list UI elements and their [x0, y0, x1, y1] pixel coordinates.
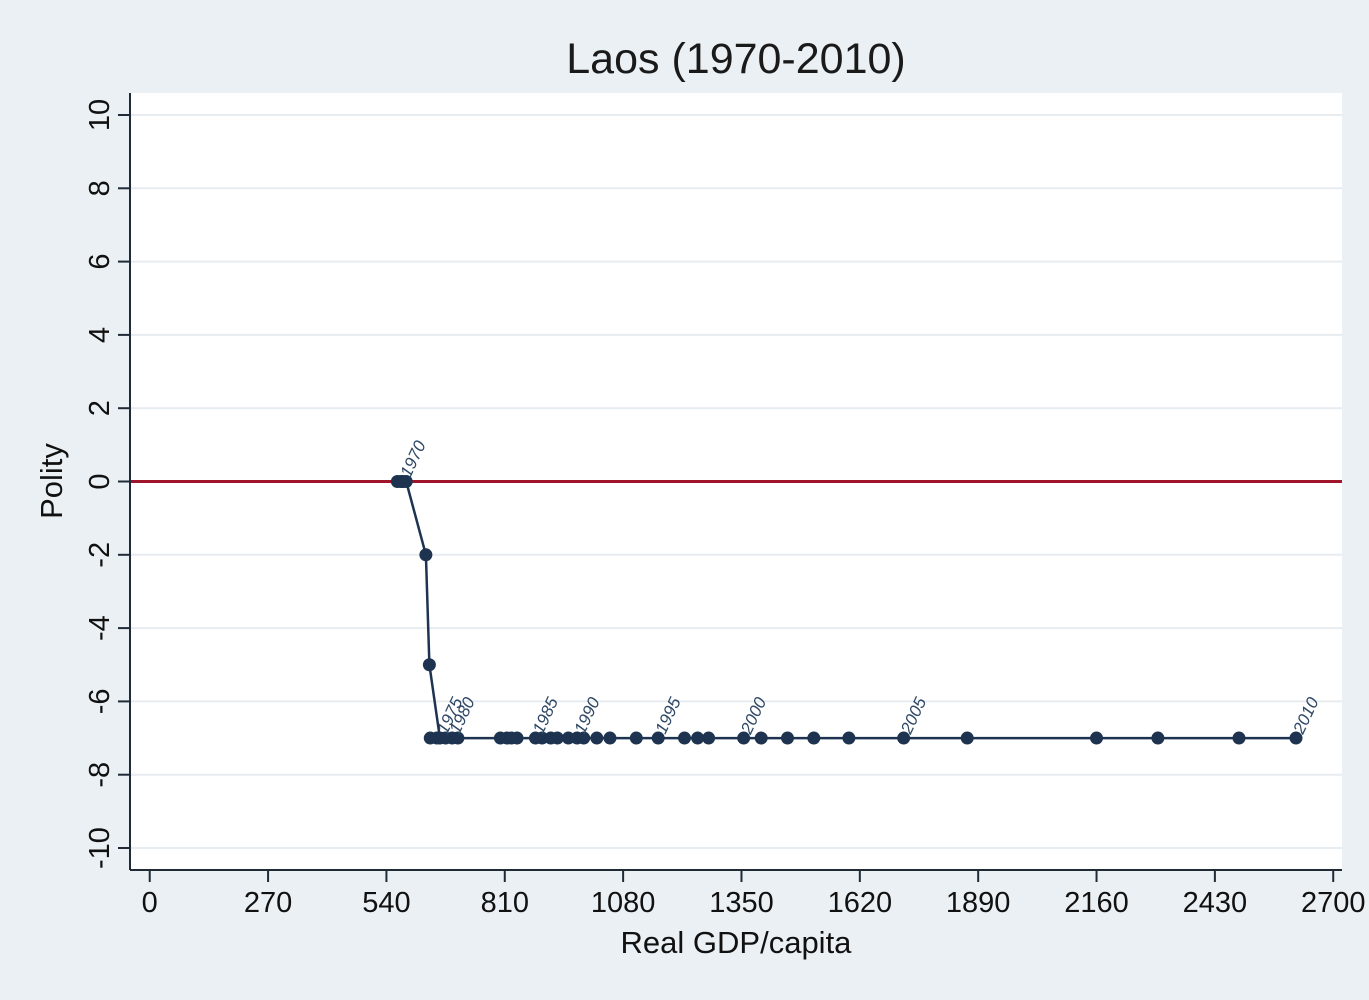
x-tick-label: 270 [244, 887, 292, 919]
data-point [451, 731, 465, 745]
data-point [1151, 731, 1165, 745]
data-point [754, 731, 768, 745]
x-tick-label: 0 [142, 887, 158, 919]
data-point [807, 731, 821, 745]
x-tick-label: 2160 [1064, 887, 1129, 919]
y-tick-label: 10 [84, 99, 116, 131]
x-tick-label: 2700 [1301, 887, 1366, 919]
data-point [1090, 731, 1104, 745]
data-point [702, 731, 716, 745]
y-tick-label: 6 [84, 254, 116, 270]
data-point [577, 731, 591, 745]
y-tick-label: 2 [84, 400, 116, 416]
data-point [677, 731, 691, 745]
data-point [590, 731, 604, 745]
y-tick-label: -4 [84, 615, 116, 641]
x-tick-label: 810 [481, 887, 529, 919]
y-axis-title: Polity [34, 443, 69, 519]
y-tick-label: 8 [84, 180, 116, 196]
y-tick-label: -8 [84, 762, 116, 788]
y-tick-label: -2 [84, 542, 116, 568]
x-tick-label: 1350 [709, 887, 774, 919]
data-point [1289, 731, 1303, 745]
x-axis-title: Real GDP/capita [621, 925, 853, 960]
data-point [603, 731, 617, 745]
grid-layer [130, 113, 1342, 850]
data-point [897, 731, 911, 745]
y-tick-label: 4 [84, 327, 116, 343]
x-tick-label: 2430 [1183, 887, 1248, 919]
data-point [419, 548, 433, 562]
y-tick-label: -10 [84, 827, 116, 869]
data-point [960, 731, 974, 745]
data-point [422, 658, 436, 672]
data-point [550, 731, 564, 745]
data-point [510, 731, 524, 745]
y-tick-label: -6 [84, 689, 116, 715]
x-tick-label: 1080 [591, 887, 656, 919]
data-point [842, 731, 856, 745]
x-tick-label: 1620 [828, 887, 893, 919]
data-point [629, 731, 643, 745]
x-tick-label: 1890 [946, 887, 1011, 919]
chart-title: Laos (1970-2010) [566, 35, 905, 83]
data-point [737, 731, 751, 745]
data-point [691, 731, 705, 745]
x-tick-label: 540 [362, 887, 410, 919]
data-point [781, 731, 795, 745]
y-tick-label: 0 [84, 473, 116, 489]
data-point [651, 731, 665, 745]
data-point [1232, 731, 1246, 745]
data-point [399, 475, 413, 488]
